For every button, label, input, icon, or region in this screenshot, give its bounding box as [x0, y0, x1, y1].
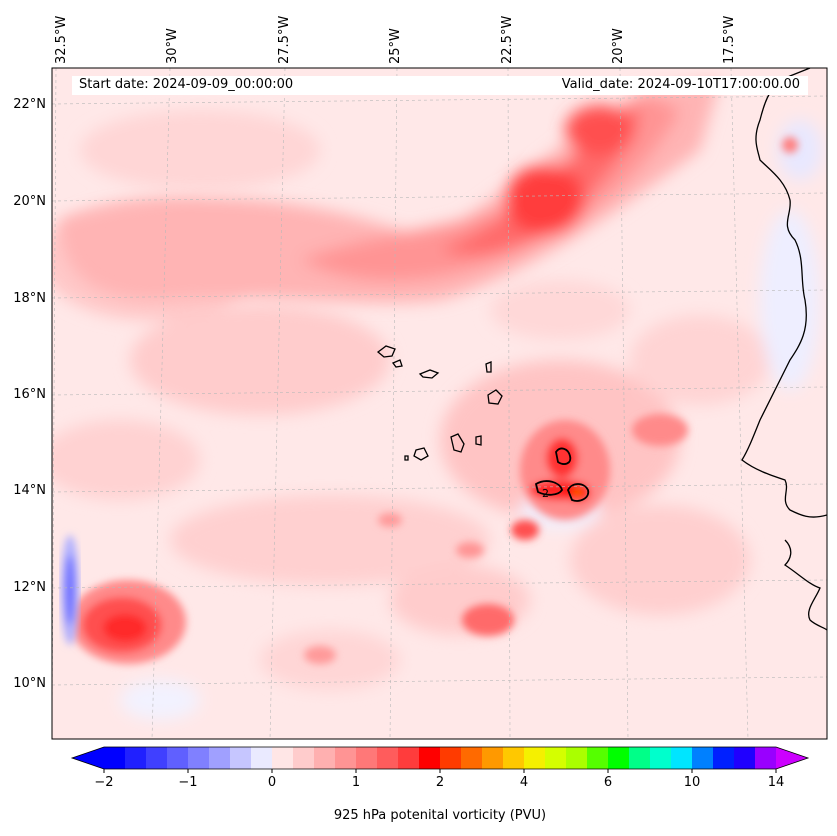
colorbar-swatch [650, 747, 672, 769]
map-frame [51, 67, 828, 740]
lat-label: 10°N [13, 676, 46, 691]
lon-label: 20°W [611, 28, 626, 64]
colorbar-swatch [587, 747, 609, 769]
colorbar-swatch [608, 747, 630, 769]
colorbar-swatch [377, 747, 399, 769]
colorbar-swatch [251, 747, 273, 769]
colorbar-swatch [671, 747, 693, 769]
lon-label: 32.5°W [54, 15, 69, 64]
colorbar-tick-label: 10 [683, 775, 701, 790]
cape-verde-islands [376, 345, 503, 461]
colorbar-tick-label: 2 [435, 775, 445, 790]
colorbar-swatch [188, 747, 210, 769]
colorbar-label: 925 hPa potenital vorticity (PVU) [333, 808, 547, 823]
colorbar-swatch [461, 747, 483, 769]
colorbar-tick-label: 14 [767, 775, 785, 790]
colorbar-swatch [398, 747, 420, 769]
colorbar-swatch [440, 747, 462, 769]
colorbar-swatch [356, 747, 378, 769]
colorbar-swatch [545, 747, 567, 769]
colorbar-extend-high [776, 747, 808, 769]
colorbar-tick-label: 1 [351, 775, 361, 790]
colorbar-extend-low [72, 747, 104, 769]
lat-label: 16°N [13, 387, 46, 402]
valid-date-text: Valid_date: 2024-09-10T17:00:00.00 [561, 77, 800, 92]
colorbar-swatch [146, 747, 168, 769]
colorbar-swatch [419, 747, 441, 769]
colorbar-swatch [713, 747, 735, 769]
colorbar-swatch [167, 747, 189, 769]
colorbar-tick-label: 0 [267, 775, 277, 790]
lon-label: 25°W [388, 28, 403, 64]
lon-label: 27.5°W [277, 15, 292, 64]
colorbar-swatch [566, 747, 588, 769]
colorbar-tick-label: 4 [519, 775, 529, 790]
colorbar-swatch [629, 747, 651, 769]
coastline [741, 68, 827, 631]
lon-label: 22.5°W [500, 15, 515, 64]
lat-label: 22°N [13, 97, 46, 112]
pv-cyclone-core [520, 420, 610, 520]
colorbar-tick-label: −1 [178, 775, 198, 790]
start-date-text: Start date: 2024-09-09_00:00:00 [79, 77, 294, 92]
colorbar [70, 746, 810, 773]
colorbar-swatch [482, 747, 504, 769]
pv-band [60, 80, 720, 303]
colorbar-swatch [524, 747, 546, 769]
pv-negative-strip [61, 535, 79, 645]
title-band [72, 76, 808, 95]
pv-field: 2 [52, 68, 827, 739]
pv-contours [534, 447, 590, 502]
pv-southwest-max [70, 580, 186, 664]
gridlines [52, 68, 827, 739]
lon-label: 17.5°W [722, 15, 737, 64]
pv-small-maxima [304, 137, 798, 664]
colorbar-swatch [209, 747, 231, 769]
colorbar-swatch [314, 747, 336, 769]
colorbar-tick-label: 6 [603, 775, 613, 790]
colorbar-swatch [734, 747, 756, 769]
lat-label: 20°N [13, 194, 46, 209]
contour-label: 2 [542, 487, 549, 500]
colorbar-swatch [755, 747, 777, 769]
lon-label: 30°W [165, 28, 180, 64]
colorbar-swatch [335, 747, 357, 769]
colorbar-swatch [503, 747, 525, 769]
colorbar-swatch [293, 747, 315, 769]
lat-label: 14°N [13, 483, 46, 498]
colorbar-swatch [692, 747, 714, 769]
lat-label: 12°N [13, 580, 46, 595]
lat-label: 18°N [13, 291, 46, 306]
colorbar-swatch [230, 747, 252, 769]
colorbar-swatch [272, 747, 294, 769]
colorbar-tick-label: −2 [94, 775, 114, 790]
colorbar-swatch [104, 747, 126, 769]
colorbar-swatch [125, 747, 147, 769]
